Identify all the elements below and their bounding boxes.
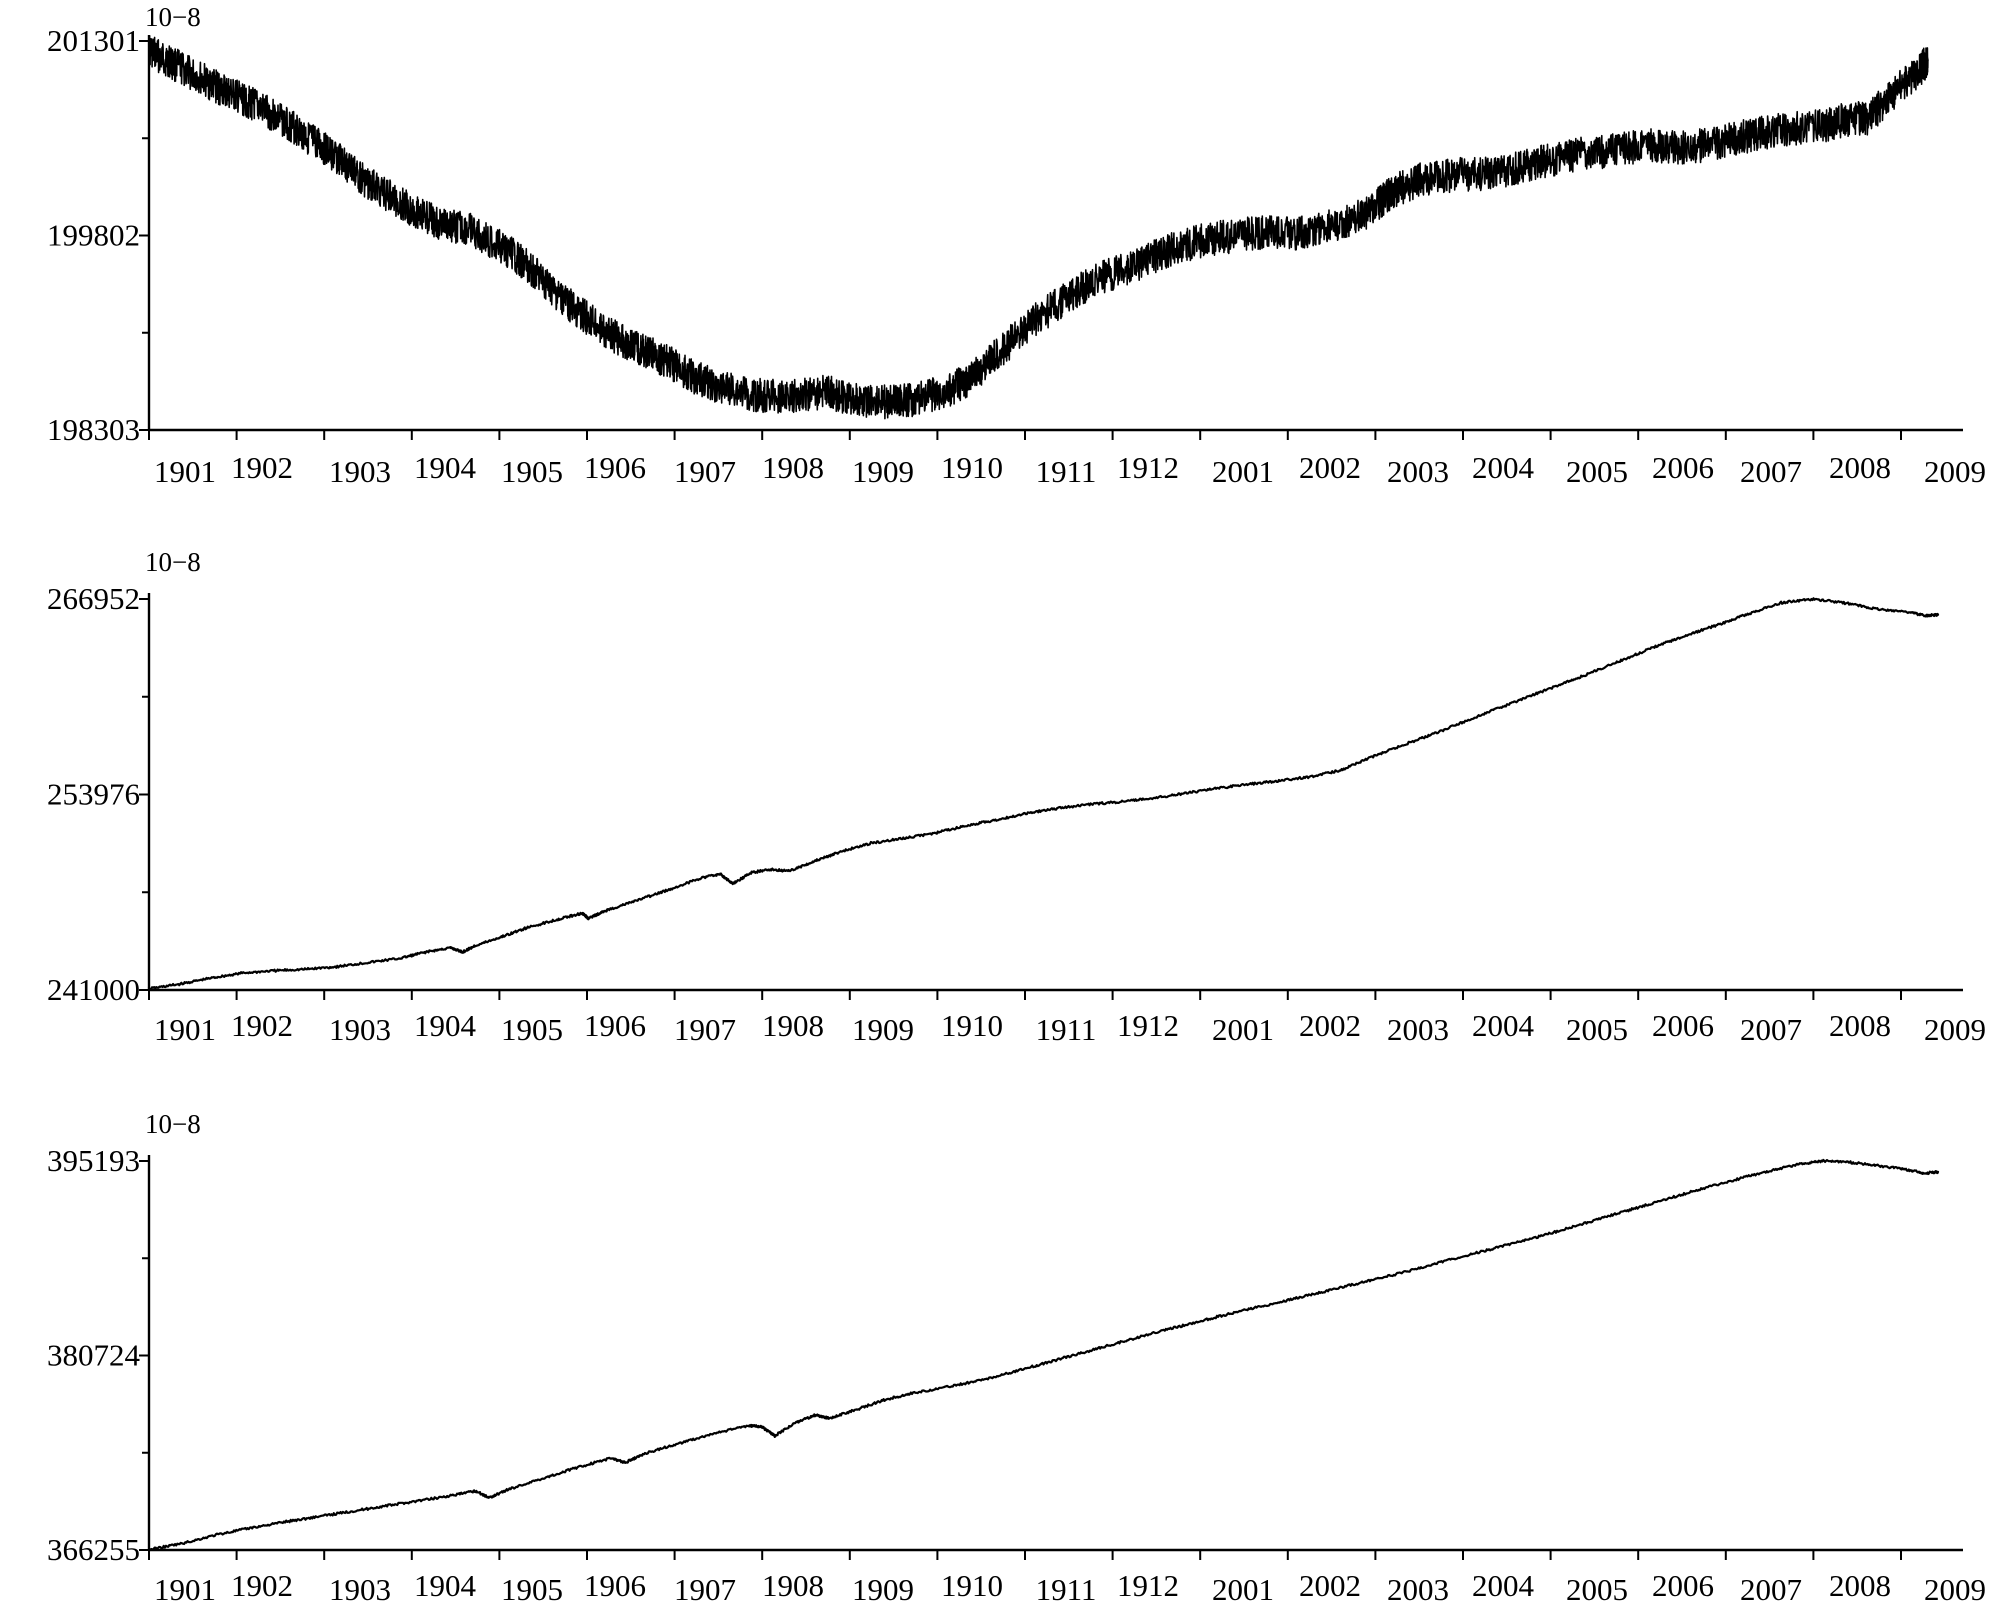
x-tick-label: 1912 [1117, 1568, 1179, 1603]
scale-label: 10−8 [145, 1109, 201, 1139]
x-tick-label: 1910 [941, 1008, 1003, 1043]
y-tick-label: 198303 [47, 412, 140, 447]
x-tick-label: 2002 [1299, 1568, 1361, 1603]
data-series-line [148, 35, 1929, 420]
x-tick-label: 1902 [231, 450, 293, 485]
x-tick-label: 1902 [231, 1008, 293, 1043]
x-tick-label: 1907 [674, 1572, 736, 1607]
y-tick-label: 266952 [47, 581, 140, 616]
x-tick-label: 2004 [1472, 1568, 1535, 1603]
x-tick-label: 1907 [674, 1012, 736, 1047]
x-tick-label: 1905 [501, 454, 563, 489]
x-tick-label: 2009 [1924, 454, 1986, 489]
data-series-line [147, 1158, 1940, 1552]
x-tick-label: 2008 [1829, 450, 1891, 485]
y-tick-label: 395193 [47, 1143, 140, 1178]
x-tick-label: 2003 [1387, 1012, 1449, 1047]
x-tick-label: 2009 [1924, 1572, 1986, 1607]
x-tick-label: 2006 [1652, 1568, 1714, 1603]
x-tick-label: 2005 [1566, 454, 1628, 489]
x-tick-label: 2007 [1740, 454, 1802, 489]
x-tick-label: 1901 [154, 1012, 216, 1047]
x-tick-label: 1904 [414, 450, 477, 485]
x-tick-label: 1904 [414, 1008, 477, 1043]
x-tick-label: 2005 [1566, 1012, 1628, 1047]
x-tick-label: 2002 [1299, 450, 1361, 485]
x-tick-label: 1904 [414, 1568, 477, 1603]
x-tick-label: 2006 [1652, 450, 1714, 485]
x-tick-label: 1902 [231, 1568, 293, 1603]
x-tick-label: 1908 [762, 1568, 824, 1603]
x-tick-label: 2004 [1472, 450, 1535, 485]
x-tick-label: 2008 [1829, 1568, 1891, 1603]
x-tick-label: 2001 [1212, 454, 1274, 489]
panel-bottom: 395193 380724 366255 10−8 1901 1902 1903 1904 19… [47, 1109, 1986, 1607]
y-tick-label: 380724 [47, 1338, 141, 1373]
x-tick-label: 1905 [501, 1012, 563, 1047]
x-tick-label: 1909 [852, 1572, 914, 1607]
scale-label: 10−8 [145, 547, 201, 577]
scale-label: 10−8 [145, 2, 201, 32]
x-tick-label: 1911 [1036, 1572, 1097, 1607]
x-tick-label: 2003 [1387, 1572, 1449, 1607]
x-tick-label: 1906 [584, 450, 646, 485]
x-tick-label: 2007 [1740, 1572, 1802, 1607]
x-tick-label: 1912 [1117, 450, 1179, 485]
x-tick-label: 1910 [941, 1568, 1003, 1603]
x-tick-label: 1907 [674, 454, 736, 489]
x-tick-label: 1903 [329, 1012, 391, 1047]
x-tick-label: 1906 [584, 1568, 646, 1603]
x-tick-label: 2001 [1212, 1572, 1274, 1607]
x-tick-label: 2007 [1740, 1012, 1802, 1047]
x-tick-label: 1903 [329, 1572, 391, 1607]
data-series-line [147, 597, 1940, 991]
x-tick-label: 1909 [852, 454, 914, 489]
x-tick-label: 2005 [1566, 1572, 1628, 1607]
y-tick-label: 199802 [47, 218, 140, 253]
x-tick-label: 2009 [1924, 1012, 1986, 1047]
x-tick-label: 1911 [1036, 1012, 1097, 1047]
x-tick-label: 2001 [1212, 1012, 1274, 1047]
x-tick-label: 1909 [852, 1012, 914, 1047]
y-tick-label: 201301 [47, 23, 140, 58]
x-tick-label: 2006 [1652, 1008, 1714, 1043]
panel-top: 201301 199802 198303 10−8 1901 1902 1903 1904 19… [47, 2, 1986, 489]
x-tick-label: 1903 [329, 454, 391, 489]
panel-middle: 266952 253976 241000 10−8 1901 1902 1903 1904 19… [47, 547, 1986, 1047]
x-tick-label: 2004 [1472, 1008, 1535, 1043]
x-tick-label: 1908 [762, 450, 824, 485]
x-tick-label: 2003 [1387, 454, 1449, 489]
x-tick-label: 1901 [154, 1572, 216, 1607]
x-tick-label: 1905 [501, 1572, 563, 1607]
x-tick-label: 1901 [154, 454, 216, 489]
x-tick-label: 1911 [1036, 454, 1097, 489]
x-tick-label: 2008 [1829, 1008, 1891, 1043]
y-tick-label: 366255 [47, 1532, 140, 1567]
x-tick-label: 1908 [762, 1008, 824, 1043]
x-tick-label: 1906 [584, 1008, 646, 1043]
x-tick-label: 2002 [1299, 1008, 1361, 1043]
x-tick-label: 1912 [1117, 1008, 1179, 1043]
x-tick-label: 1910 [941, 450, 1003, 485]
y-tick-label: 253976 [47, 777, 140, 812]
y-tick-label: 241000 [47, 972, 140, 1007]
